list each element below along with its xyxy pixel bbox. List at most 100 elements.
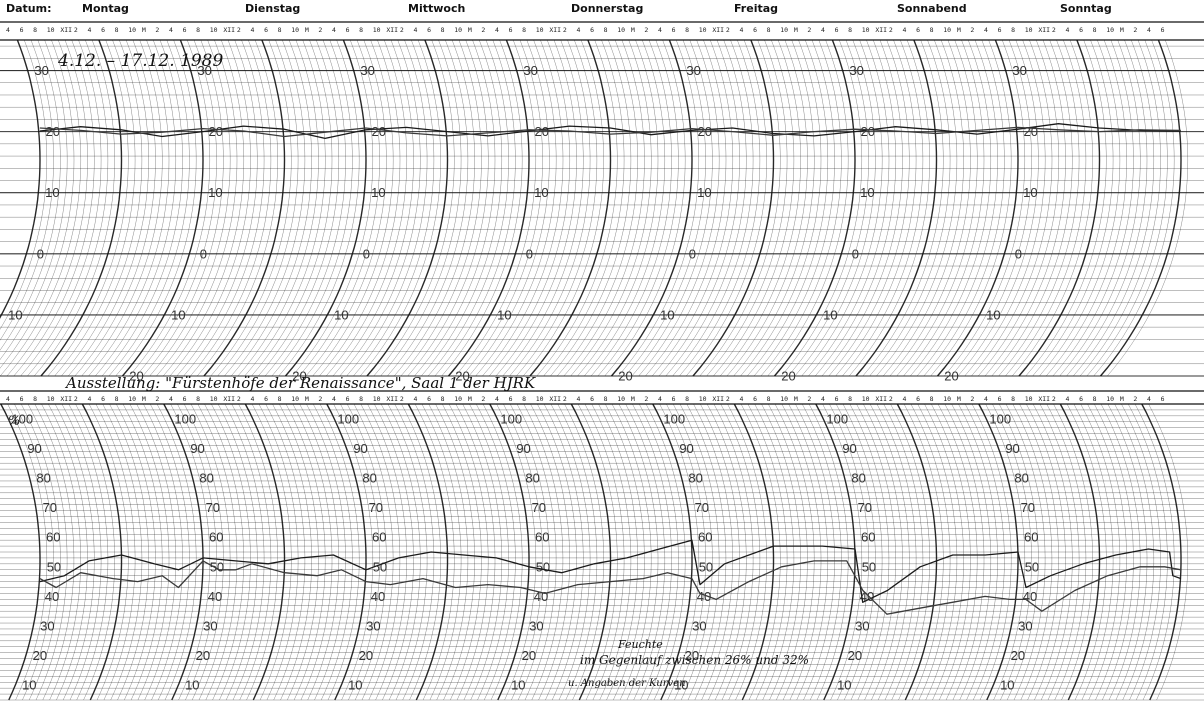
trace-line-series-2 xyxy=(39,126,1181,138)
hour-arc-line xyxy=(937,403,978,701)
hour-arc-line xyxy=(374,403,414,701)
y-tick-label: 50 xyxy=(47,559,61,574)
hour-arc-line xyxy=(68,39,149,377)
hour-scale-label: 4 xyxy=(740,395,744,403)
y-tick-label: 20 xyxy=(292,369,306,384)
y-tick-label: 10 xyxy=(511,678,525,693)
y-tick-label: 20 xyxy=(33,648,47,663)
y-tick-label: 60 xyxy=(209,530,223,545)
hour-arc-line xyxy=(54,39,136,377)
day-arc-line xyxy=(692,39,775,377)
hour-arc-line xyxy=(795,403,835,701)
hour-arc-line xyxy=(686,39,767,377)
y-tick-label: 90 xyxy=(27,441,41,456)
hour-arc-line xyxy=(95,39,177,377)
hour-arc-line xyxy=(95,403,136,701)
hour-arc-line xyxy=(883,39,964,377)
y-tick-label: 80 xyxy=(199,471,213,486)
hour-scale-label: 6 xyxy=(998,26,1002,34)
hour-scale-label: 6 xyxy=(916,395,920,403)
hour-scale-label: 2 xyxy=(237,395,241,403)
hour-scale-label: 2 xyxy=(807,26,811,34)
hour-scale-label: XII xyxy=(549,395,561,403)
hour-scale-label: 10 xyxy=(780,395,788,403)
hour-arc-line xyxy=(0,39,61,351)
y-tick-label: 10 xyxy=(45,185,59,200)
hour-scale-label: 8 xyxy=(767,395,771,403)
hour-arc-line xyxy=(1046,403,1087,701)
hour-scale-label: 6 xyxy=(835,26,839,34)
hour-arc-line xyxy=(305,39,387,377)
y-tick-label: 60 xyxy=(1024,530,1038,545)
hour-arc-line xyxy=(312,39,394,377)
hour-scale-label: 8 xyxy=(848,395,852,403)
hour-arc-line xyxy=(1052,39,1134,377)
hour-arc-line xyxy=(658,39,740,377)
y-tick-label: 50 xyxy=(536,559,550,574)
hour-arc-line xyxy=(693,403,733,701)
hour-arc-line xyxy=(869,39,951,377)
hour-arc-line xyxy=(842,403,883,701)
hour-arc-line xyxy=(516,39,598,377)
hour-scale-label: 2 xyxy=(644,26,648,34)
hour-scale-label: 4 xyxy=(495,26,499,34)
hour-scale-label: 2 xyxy=(318,26,322,34)
temperature-panel: 30 20 10 0 10 20 30 20 10 0 10 20 30 20 10 0 10 20 30 20 10 0… xyxy=(0,39,1204,384)
day-arc-line xyxy=(0,39,41,319)
hour-scale-label: 2 xyxy=(1052,26,1056,34)
y-tick-label: 60 xyxy=(861,530,875,545)
hour-arc-line xyxy=(109,403,149,701)
hour-arc-line xyxy=(591,403,632,701)
hour-scale-label: 4 xyxy=(984,395,988,403)
humidity-tick-labels: 100 90 80 70 60 50 40 30 20 10 100 90 80 70 60 50 40 30 20… xyxy=(11,411,1039,692)
hour-arc-line xyxy=(7,403,48,701)
hour-arc-line xyxy=(0,39,48,330)
hour-arc-line xyxy=(896,39,978,377)
hour-scale-label: 10 xyxy=(699,26,707,34)
hour-scale-label: 8 xyxy=(767,26,771,34)
day-arc-line xyxy=(1099,39,1182,377)
y-tick-label: 10 xyxy=(1023,185,1037,200)
y-tick-label: 30 xyxy=(855,619,869,634)
hour-arc-line xyxy=(13,39,95,377)
hour-scale-label: 4 xyxy=(251,26,255,34)
hour-arc-line xyxy=(550,39,632,377)
y-tick-label: 30 xyxy=(692,619,706,634)
day-arc-line xyxy=(81,403,123,701)
hour-scale-label: 10 xyxy=(1106,26,1114,34)
hour-arc-line xyxy=(686,403,727,701)
hour-scale-label: M xyxy=(957,26,961,34)
hour-arc-line xyxy=(48,403,88,701)
hour-arc-line xyxy=(20,39,102,377)
hour-arc-line xyxy=(849,39,930,377)
hour-arc-line xyxy=(313,403,353,701)
hour-arc-line xyxy=(1073,39,1155,377)
y-tick-label: 20 xyxy=(861,124,875,139)
y-tick-label: 20 xyxy=(196,648,210,663)
hour-scale-label: 6 xyxy=(101,395,105,403)
hour-scale-label: 2 xyxy=(155,26,159,34)
day-arc-line xyxy=(610,39,693,377)
hour-arc-line xyxy=(1080,403,1121,701)
hour-arc-line xyxy=(183,39,265,377)
hour-arc-line xyxy=(1100,403,1141,701)
hour-arc-line xyxy=(394,39,475,377)
hour-scale-label: 10 xyxy=(862,395,870,403)
hour-scale-label: 10 xyxy=(454,26,462,34)
hour-arc-line xyxy=(1046,39,1127,377)
hour-scale-label: 6 xyxy=(509,26,513,34)
hour-arc-line xyxy=(88,403,129,701)
hour-arc-line xyxy=(1086,39,1168,377)
hour-arc-line xyxy=(407,39,489,377)
y-tick-label: 70 xyxy=(695,500,709,515)
y-tick-label: 50 xyxy=(210,559,224,574)
hour-arc-line xyxy=(889,39,971,377)
hour-scale-label: 4 xyxy=(332,26,336,34)
hour-arc-line xyxy=(6,39,88,377)
hour-arc-line xyxy=(0,39,68,360)
hour-scale-label: 4 xyxy=(1147,26,1151,34)
hour-scale-label: 8 xyxy=(278,26,282,34)
y-tick-label: 20 xyxy=(618,369,632,384)
day-arc-line xyxy=(1059,403,1101,701)
hour-arc-line xyxy=(910,39,992,377)
